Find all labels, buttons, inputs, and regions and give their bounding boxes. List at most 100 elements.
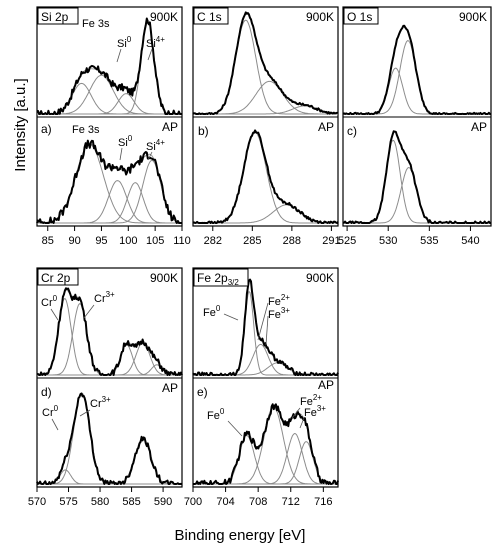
measured-spectrum bbox=[36, 139, 182, 224]
annotation-sup: 4+ bbox=[156, 35, 165, 44]
panel-fe2p-axis: 700 704 708 712 716 bbox=[184, 487, 333, 508]
panel-si2p: 85 90 95 100 105 110 Si 2p 900K AP a) Fe 3s S… bbox=[36, 6, 191, 247]
annotation-fe3-top: Fe3+ bbox=[268, 306, 290, 321]
annotation-sup: 0 bbox=[53, 294, 58, 303]
fit-envelope bbox=[193, 279, 338, 376]
annotation-fe2-bottom: Fe2+ bbox=[300, 393, 322, 408]
x-tick-label: 105 bbox=[146, 235, 164, 247]
measured-spectrum bbox=[192, 129, 339, 224]
panel-fe2p: 700 704 708 712 716 Fe 2p3/2 900K AP e) Fe0 … bbox=[184, 267, 339, 508]
measured-spectrum bbox=[192, 278, 339, 376]
annotation-fe2-top: Fe2+ bbox=[268, 293, 290, 308]
annotation-fe3s-top: Fe 3s bbox=[82, 18, 110, 30]
condition-bottom-o1s: AP bbox=[471, 120, 487, 134]
x-tick-label: 712 bbox=[282, 496, 300, 508]
fit-component bbox=[37, 341, 182, 376]
annotation-cr0-top: Cr0 bbox=[41, 294, 58, 309]
panel-letter-d: d) bbox=[41, 385, 52, 399]
x-tick-label: 716 bbox=[314, 496, 332, 508]
condition-top-cr2p: 900K bbox=[150, 271, 178, 285]
fit-envelope bbox=[36, 143, 183, 224]
annotation-fe0-bottom: Fe0 bbox=[207, 407, 225, 422]
panel-c1s-axis: 282 285 288 291 bbox=[204, 226, 341, 247]
annotation-base: Si bbox=[118, 137, 128, 149]
panel-o1s: 525 530 535 540 O 1s 900K AP c) bbox=[338, 6, 492, 247]
fit-component bbox=[193, 434, 338, 485]
annotation-sup: 0 bbox=[128, 134, 133, 143]
measured-spectrum bbox=[342, 130, 492, 224]
annotation-sup: 3+ bbox=[281, 306, 290, 315]
element-label-o1s: O 1s bbox=[347, 10, 372, 24]
annotation-cr0-bottom: Cr0 bbox=[42, 404, 59, 419]
x-tick-label: 590 bbox=[154, 496, 172, 508]
x-tick-label: 704 bbox=[216, 496, 234, 508]
annotation-si0-bottom: Si0 bbox=[118, 134, 133, 149]
panel-o1s-curves bbox=[342, 24, 492, 224]
condition-top-si2p: 900K bbox=[150, 10, 178, 24]
element-label-fe2p: Fe 2p3/2 bbox=[197, 271, 239, 287]
annotation-base: Si bbox=[146, 38, 156, 50]
x-tick-label: 580 bbox=[91, 496, 109, 508]
panel-cr2p: 570 575 580 585 590 Cr 2p 900K AP d) Cr0 Cr3… bbox=[28, 267, 183, 508]
x-tick-label: 85 bbox=[42, 235, 54, 247]
condition-bottom-cr2p: AP bbox=[162, 381, 178, 395]
panel-letter-b: b) bbox=[198, 124, 209, 138]
annotation-sup: 0 bbox=[54, 404, 59, 413]
condition-top-c1s: 900K bbox=[306, 10, 334, 24]
x-tick-label: 100 bbox=[119, 235, 137, 247]
panel-letter-a: a) bbox=[41, 122, 52, 136]
panel-si2p-curves bbox=[36, 17, 183, 224]
annotation-base: Fe bbox=[207, 410, 220, 422]
panel-o1s-axis: 525 530 535 540 bbox=[338, 226, 480, 247]
fit-envelope bbox=[37, 392, 182, 485]
panel-letter-c: c) bbox=[347, 124, 357, 138]
measured-spectrum bbox=[193, 403, 339, 485]
annotation-cr3-top: Cr3+ bbox=[94, 290, 115, 305]
condition-top-o1s: 900K bbox=[459, 10, 487, 24]
measured-spectrum bbox=[36, 17, 182, 115]
annotation-base: Fe bbox=[304, 407, 317, 419]
annotation-sup: 2+ bbox=[281, 293, 290, 302]
x-tick-label: 90 bbox=[68, 235, 80, 247]
x-tick-label: 530 bbox=[379, 235, 397, 247]
panel-si2p-axis: 85 90 95 100 105 110 bbox=[42, 226, 191, 247]
element-label-si2p: Si 2p bbox=[41, 10, 69, 24]
x-tick-label: 700 bbox=[184, 496, 202, 508]
x-tick-label: 540 bbox=[461, 235, 479, 247]
element-label-fe2p-sub: 3/2 bbox=[228, 278, 240, 287]
x-tick-label: 95 bbox=[95, 235, 107, 247]
annotation-base: Cr bbox=[94, 293, 106, 305]
annotation-sup: 2+ bbox=[313, 393, 322, 402]
annotation-si4-top: Si4+ bbox=[146, 35, 165, 50]
element-label-cr2p: Cr 2p bbox=[41, 271, 71, 285]
annotation-base: Si bbox=[146, 141, 156, 153]
panel-cr2p-curves bbox=[36, 287, 183, 485]
annotation-base: Fe bbox=[268, 296, 281, 308]
panel-fe2p-curves bbox=[192, 278, 339, 485]
fit-component bbox=[193, 290, 338, 376]
x-tick-label: 285 bbox=[243, 235, 261, 247]
measured-spectrum bbox=[192, 11, 339, 115]
x-axis-title: Binding energy [eV] bbox=[175, 527, 306, 544]
condition-bottom-c1s: AP bbox=[318, 120, 334, 134]
fit-component bbox=[193, 432, 338, 485]
panel-cr2p-axis: 570 575 580 585 590 bbox=[28, 487, 172, 508]
annotation-fe3s-bottom: Fe 3s bbox=[72, 124, 100, 136]
x-tick-label: 282 bbox=[204, 235, 222, 247]
annotation-base: Fe bbox=[203, 307, 216, 319]
panel-letter-e: e) bbox=[197, 385, 208, 399]
annotation-base: Fe bbox=[300, 396, 313, 408]
annotation-sup: 0 bbox=[220, 407, 225, 416]
annotation-base: Cr bbox=[42, 407, 54, 419]
fit-component bbox=[343, 139, 491, 224]
annotation-sup: 3+ bbox=[317, 404, 326, 413]
x-tick-label: 291 bbox=[322, 235, 340, 247]
condition-bottom-fe2p: AP bbox=[318, 378, 334, 392]
x-tick-label: 288 bbox=[283, 235, 301, 247]
condition-top-fe2p: 900K bbox=[306, 271, 334, 285]
x-tick-label: 575 bbox=[59, 496, 77, 508]
x-tick-label: 570 bbox=[28, 496, 46, 508]
annotation-sup: 0 bbox=[216, 304, 221, 313]
annotation-sup: 4+ bbox=[156, 138, 165, 147]
